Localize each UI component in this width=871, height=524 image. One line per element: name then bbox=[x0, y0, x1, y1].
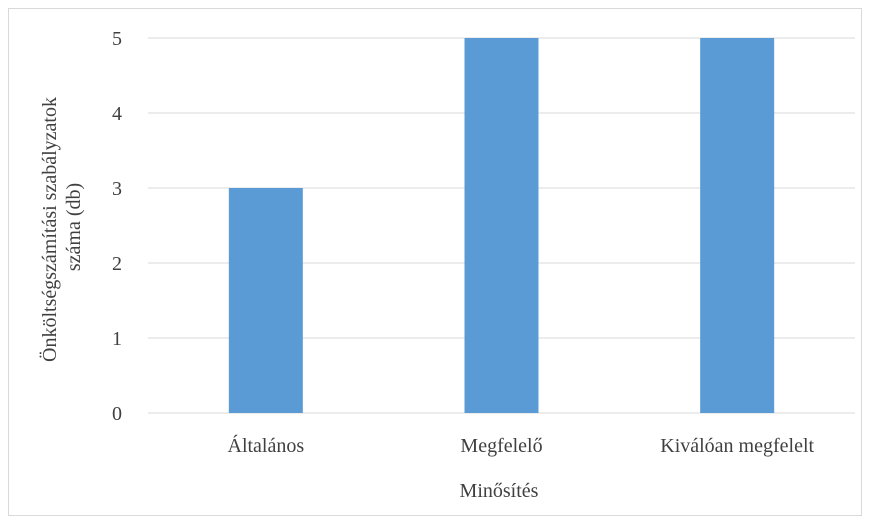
y-axis-title: Önköltségszámítási szabályzatok száma (d… bbox=[38, 92, 85, 362]
y-tick-label: 1 bbox=[112, 328, 122, 350]
y-tick-label: 3 bbox=[112, 178, 122, 200]
x-axis-ticks: Általános Megfelelő Kiválóan megfelelt bbox=[228, 434, 815, 457]
x-axis-title: Minősítés bbox=[460, 480, 539, 502]
x-tick-label: Megfelelő bbox=[460, 435, 542, 457]
y-tick-label: 5 bbox=[112, 28, 122, 50]
bar bbox=[700, 38, 775, 413]
bar bbox=[464, 38, 539, 413]
x-tick-label: Általános bbox=[228, 434, 305, 457]
x-tick-label: Kiválóan megfelelt bbox=[660, 435, 814, 457]
bar bbox=[228, 188, 303, 413]
y-tick-label: 4 bbox=[112, 103, 122, 125]
y-axis-ticks: 0 1 2 3 4 5 bbox=[112, 28, 122, 425]
bars bbox=[228, 38, 775, 413]
y-tick-label: 0 bbox=[112, 403, 122, 425]
y-tick-label: 2 bbox=[112, 253, 122, 275]
y-axis-title-line-2: száma (db) bbox=[63, 183, 85, 271]
y-axis-title-line-1: Önköltségszámítási szabályzatok bbox=[38, 97, 61, 362]
